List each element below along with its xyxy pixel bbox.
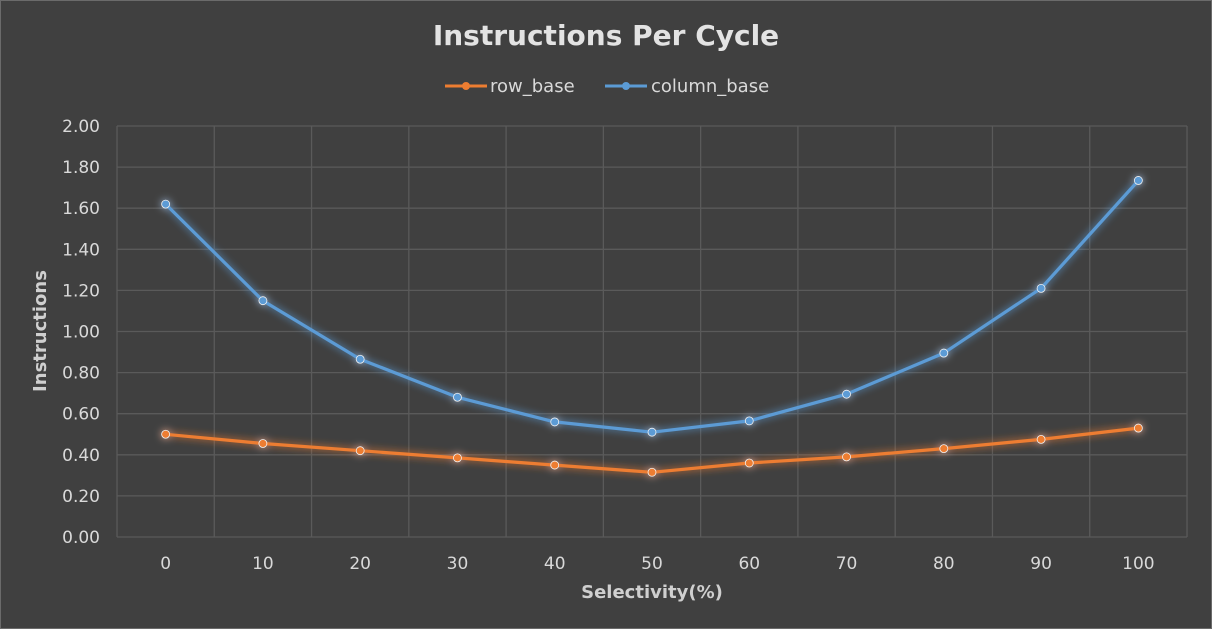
- y-tick-label: 1.00: [62, 323, 100, 343]
- y-axis-ticks: 0.00 0.20 0.40 0.60 0.80 1.00 1.20 1.40 1.60 1.80…: [62, 117, 100, 548]
- y-tick-label: 0.60: [62, 405, 100, 425]
- data-point: [842, 452, 851, 462]
- legend-label: column_base: [651, 76, 769, 97]
- y-tick-label: 1.60: [62, 199, 100, 219]
- data-point: [453, 453, 462, 463]
- y-tick-label: 1.40: [62, 240, 100, 260]
- y-tick-label: 0.00: [62, 528, 100, 548]
- data-point: [842, 389, 851, 399]
- data-point: [453, 392, 462, 402]
- data-point: [258, 296, 268, 306]
- y-tick-label: 1.80: [62, 158, 100, 178]
- y-tick-label: 2.00: [62, 117, 100, 137]
- data-point: [647, 467, 657, 477]
- data-point: [1036, 434, 1046, 444]
- y-tick-label: 0.20: [62, 487, 100, 507]
- x-axis-title: Selectivity(%): [581, 582, 723, 603]
- legend-swatch-marker: [462, 82, 470, 90]
- x-tick-label: 40: [544, 554, 566, 574]
- data-point: [550, 460, 560, 470]
- series-column_base: [161, 176, 1143, 437]
- y-tick-label: 0.80: [62, 364, 100, 384]
- data-point: [355, 446, 365, 456]
- x-tick-label: 10: [252, 554, 274, 574]
- x-tick-label: 60: [738, 554, 760, 574]
- x-tick-label: 90: [1030, 554, 1052, 574]
- x-tick-label: 30: [447, 554, 469, 574]
- x-tick-label: 50: [641, 554, 663, 574]
- data-point: [744, 458, 754, 468]
- legend-label: row_base: [490, 76, 575, 97]
- data-point: [258, 439, 268, 448]
- y-axis-title: Instructions: [30, 270, 51, 392]
- data-point: [161, 199, 171, 209]
- x-tick-label: 20: [349, 554, 371, 574]
- x-tick-label: 70: [836, 554, 858, 574]
- data-point: [1133, 176, 1143, 185]
- series-lines: [161, 176, 1143, 477]
- legend-item: row_base: [445, 76, 575, 97]
- x-tick-label: 80: [933, 554, 955, 574]
- data-point: [1133, 423, 1143, 433]
- x-tick-label: 0: [160, 554, 171, 574]
- series-row_base: [161, 423, 1143, 477]
- data-point: [550, 417, 560, 427]
- data-point: [647, 427, 657, 437]
- data-point: [744, 416, 754, 426]
- data-point: [939, 444, 949, 454]
- x-axis-ticks: 0 10 20 30 40 50 60 70 80 90 100: [160, 554, 1154, 574]
- data-point: [161, 429, 171, 439]
- data-point: [1036, 283, 1046, 293]
- chart-title: Instructions Per Cycle: [433, 19, 779, 52]
- x-tick-label: 100: [1122, 554, 1154, 574]
- y-tick-label: 1.20: [62, 281, 100, 301]
- data-point: [939, 348, 949, 358]
- legend-item: column_base: [605, 76, 769, 97]
- y-tick-label: 0.40: [62, 446, 100, 466]
- legend-swatch-marker: [622, 82, 630, 90]
- legend: row_base column_base: [445, 76, 769, 97]
- data-point: [355, 354, 365, 364]
